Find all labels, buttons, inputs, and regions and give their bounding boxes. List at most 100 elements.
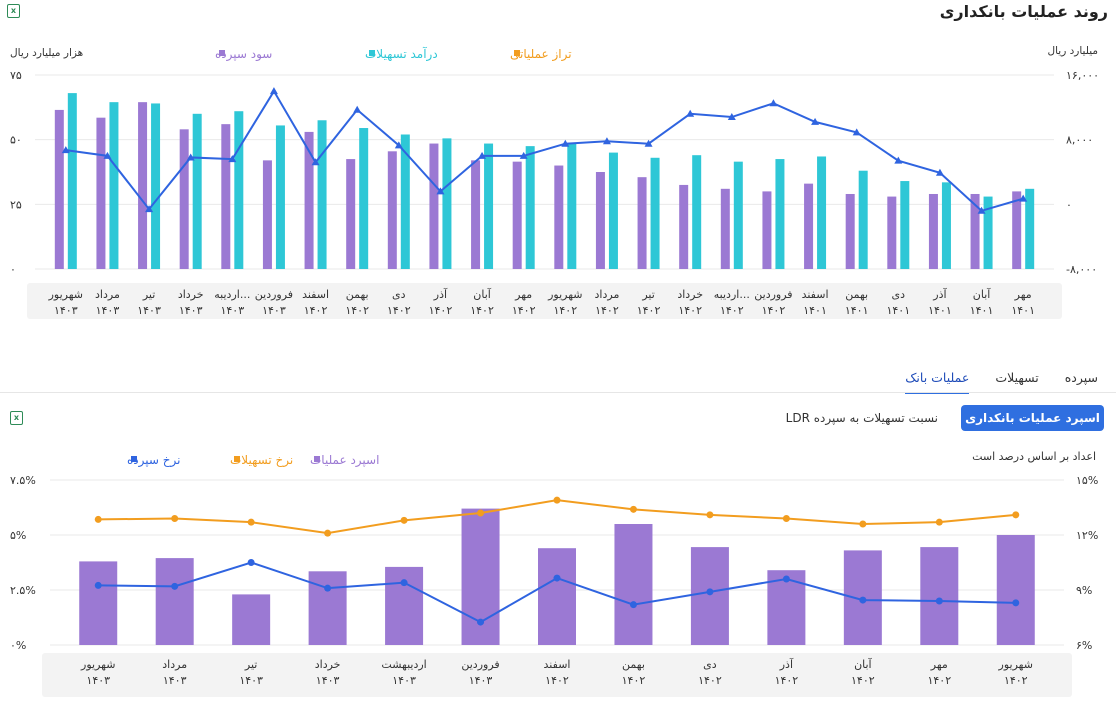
bar [538, 548, 576, 645]
line-point [477, 618, 485, 626]
legend-swatch [234, 456, 240, 462]
line-point [1012, 599, 1020, 607]
line-point [935, 518, 943, 526]
bar [429, 143, 439, 269]
x-tick-label: تیر [142, 288, 155, 301]
legend-swatch [131, 456, 137, 462]
x-tick-label: مرداد [595, 288, 620, 301]
bar [151, 103, 161, 269]
line-point [859, 596, 867, 604]
y-tick-left: ۵۰ [10, 134, 22, 147]
y-tick-right: -۸,۰۰۰ [1066, 263, 1097, 276]
line-point [811, 117, 820, 125]
x-tick-year: ۱۴۰۲ [762, 304, 786, 317]
bar [442, 138, 452, 269]
y-tick-left: ۲.۵% [10, 584, 36, 597]
bar [614, 524, 653, 645]
line-point [727, 113, 736, 121]
line-point [324, 529, 332, 537]
x-tick-label: اسفند [802, 288, 829, 301]
y-tick-right: ۶% [1076, 639, 1092, 652]
x-tick-year: ۱۴۰۲ [927, 674, 951, 687]
line-point [644, 139, 653, 147]
line-point [1012, 511, 1020, 519]
bar [690, 547, 729, 645]
line-point [269, 87, 278, 95]
bar [262, 160, 272, 269]
x-tick-year: ۱۴۰۲ [595, 304, 619, 317]
x-tick-label: اردیبه... [714, 288, 750, 301]
x-tick-year: ۱۴۰۱ [970, 304, 994, 317]
x-tick-year: ۱۴۰۲ [512, 304, 536, 317]
bar [887, 196, 897, 269]
x-tick-year: ۱۴۰۱ [928, 304, 952, 317]
excel-icon[interactable]: x [7, 4, 20, 18]
bar [79, 561, 118, 645]
bar [845, 193, 855, 269]
legend-item: تراز عملیاتی [510, 47, 572, 62]
bar [346, 159, 356, 269]
x-tick-year: ۱۴۰۱ [845, 304, 869, 317]
ldr-button[interactable]: نسبت تسهیلات به سپرده LDR [785, 411, 938, 425]
tab-bank-operations[interactable]: عملیات بانک [905, 364, 970, 394]
x-tick-label: اردیبهشت [381, 658, 426, 671]
x-tick-label: مرداد [162, 658, 187, 671]
x-tick-label: آذر [433, 287, 448, 301]
tab-facilities[interactable]: تسهیلات [995, 370, 1039, 385]
x-tick-label: شهریور [547, 288, 582, 301]
right-axis-label: میلیارد ریال [1047, 45, 1098, 57]
x-tick-label: فروردین [255, 288, 293, 301]
line-point [553, 574, 561, 582]
line-point [145, 205, 154, 213]
line-point [477, 509, 485, 517]
line-point [977, 206, 986, 214]
x-tick-label: شهریور [80, 658, 115, 671]
line-point [852, 128, 861, 136]
bar [54, 109, 64, 269]
bar [900, 181, 910, 269]
excel-icon[interactable]: x [10, 411, 23, 425]
tab-deposits[interactable]: سپرده [1064, 370, 1098, 385]
bar [359, 128, 369, 269]
y-tick-right: ۱۵% [1076, 474, 1098, 487]
spread-button[interactable]: اسپرد عملیات بانکداری [961, 405, 1104, 431]
x-tick-year: ۱۴۰۲ [637, 304, 661, 317]
x-tick-year: ۱۴۰۳ [179, 304, 203, 317]
bar [317, 120, 327, 270]
bar [155, 558, 194, 645]
bar [484, 143, 494, 269]
line-point [324, 584, 332, 592]
line-point [394, 141, 403, 149]
x-tick-label: اردیبه... [214, 288, 250, 301]
line-point [894, 156, 903, 164]
y-tick-left: ۰% [10, 639, 26, 652]
line-point [171, 515, 179, 522]
y-tick-right: ۹% [1076, 584, 1092, 597]
legend-item: نرخ سپرده [127, 453, 180, 468]
bar [650, 157, 660, 269]
x-tick-label: مهر [930, 658, 948, 671]
line-point [400, 579, 408, 587]
x-tick-label: شهریور [48, 288, 83, 301]
x-label-band [42, 653, 1072, 697]
line-point [61, 146, 70, 154]
x-tick-year: ۱۴۰۲ [387, 304, 411, 317]
bar [733, 161, 743, 269]
bar [1012, 191, 1022, 269]
bar [970, 193, 980, 269]
line-point [94, 515, 102, 523]
legend-item: اسپرد عملیات [310, 453, 379, 468]
line-point [94, 581, 102, 589]
x-tick-label: اسفند [544, 658, 571, 671]
bar [471, 160, 481, 269]
x-tick-label: دی [392, 288, 406, 301]
line-point [859, 520, 867, 528]
x-tick-label: مرداد [95, 288, 120, 301]
y-tick-right: ۸,۰۰۰ [1066, 134, 1093, 147]
x-tick-year: ۱۴۰۲ [429, 304, 453, 317]
legend-item: نرخ تسهیلات [230, 453, 293, 468]
x-tick-label: بهمن [622, 658, 645, 671]
line-point [935, 168, 944, 176]
series-line [65, 89, 1024, 212]
x-tick-label: مهر [514, 288, 532, 301]
